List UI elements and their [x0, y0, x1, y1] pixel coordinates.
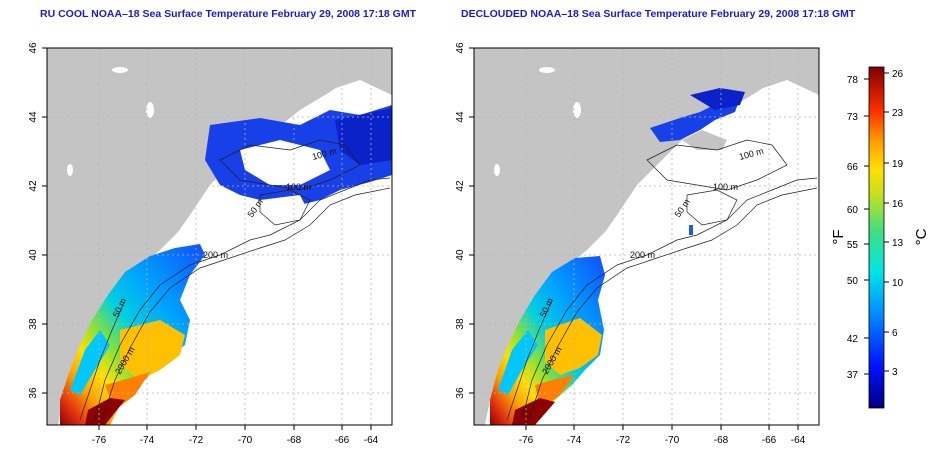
- cb-c-3: 3: [892, 367, 898, 378]
- right-lat-38: 38: [455, 318, 466, 330]
- left-lon-76: -76: [92, 435, 107, 446]
- left-lon-66: -66: [335, 435, 350, 446]
- cb-f-60: 60: [847, 205, 859, 216]
- left-lat-46: 46: [28, 42, 39, 54]
- cb-c-13: 13: [892, 238, 904, 249]
- cb-f-55: 55: [847, 240, 859, 251]
- cb-f-50: 50: [847, 276, 859, 287]
- left-lat-40: 40: [28, 249, 39, 261]
- cb-fahrenheit-unit: °F: [830, 229, 847, 244]
- right-lon-64: -64: [791, 435, 806, 446]
- left-lon-70: -70: [238, 435, 253, 446]
- contour-label-200m: 200 m: [203, 250, 228, 260]
- right-lat-42: 42: [455, 180, 466, 192]
- cb-f-66: 66: [847, 162, 859, 173]
- left-map-title: RU COOL NOAA–18 Sea Surface Temperature …: [40, 8, 417, 20]
- left-lat-36: 36: [28, 387, 39, 399]
- cb-f-78: 78: [847, 75, 859, 86]
- right-lat-36: 36: [455, 387, 466, 399]
- cb-c-23: 23: [892, 108, 904, 119]
- left-lon-64: -64: [364, 435, 379, 446]
- left-lon-68: -68: [287, 435, 302, 446]
- cb-c-26: 26: [892, 69, 904, 80]
- cb-f-42: 42: [847, 334, 859, 345]
- cb-f-73: 73: [847, 112, 859, 123]
- contour-label-100m-b: 100 m: [286, 182, 311, 192]
- cb-celsius-unit: °C: [913, 228, 930, 245]
- right-contour-label-200m: 200 m: [630, 250, 655, 260]
- right-map-title: DECLOUDED NOAA–18 Sea Surface Temperatur…: [461, 8, 856, 20]
- left-lon-72: -72: [189, 435, 204, 446]
- left-lat-44: 44: [28, 111, 39, 123]
- left-lat-38: 38: [28, 318, 39, 330]
- left-lon-74: -74: [140, 435, 155, 446]
- temperature-colorbar: 78 73 66 60 55 50 42 37 26 23 19 16 13 1…: [830, 66, 930, 409]
- right-lon-72: -72: [616, 435, 631, 446]
- cb-c-6: 6: [892, 328, 898, 339]
- right-lat-44: 44: [455, 111, 466, 123]
- right-contour-label-100m-b: 100 m: [713, 182, 738, 192]
- cb-f-37: 37: [847, 370, 859, 381]
- left-lat-42: 42: [28, 180, 39, 192]
- cb-c-16: 16: [892, 199, 904, 210]
- right-lon-66: -66: [762, 435, 777, 446]
- right-lon-76: -76: [519, 435, 534, 446]
- right-lon-74: -74: [567, 435, 582, 446]
- right-lon-68: -68: [714, 435, 729, 446]
- cb-c-19: 19: [892, 159, 904, 170]
- colorbar-gradient: [868, 66, 885, 409]
- right-land: [474, 48, 819, 425]
- cb-c-10: 10: [892, 278, 904, 289]
- left-land: [47, 48, 392, 425]
- left-map-panel: 100 m 100 m 50 m 200 m 50 m 2000 m 46 44…: [28, 42, 393, 446]
- right-lon-70: -70: [665, 435, 680, 446]
- right-map-panel: 100 m 100 m 50 m 200 m 50 m 2000 m 46 44…: [455, 42, 820, 446]
- right-lat-46: 46: [455, 42, 466, 54]
- right-lat-40: 40: [455, 249, 466, 261]
